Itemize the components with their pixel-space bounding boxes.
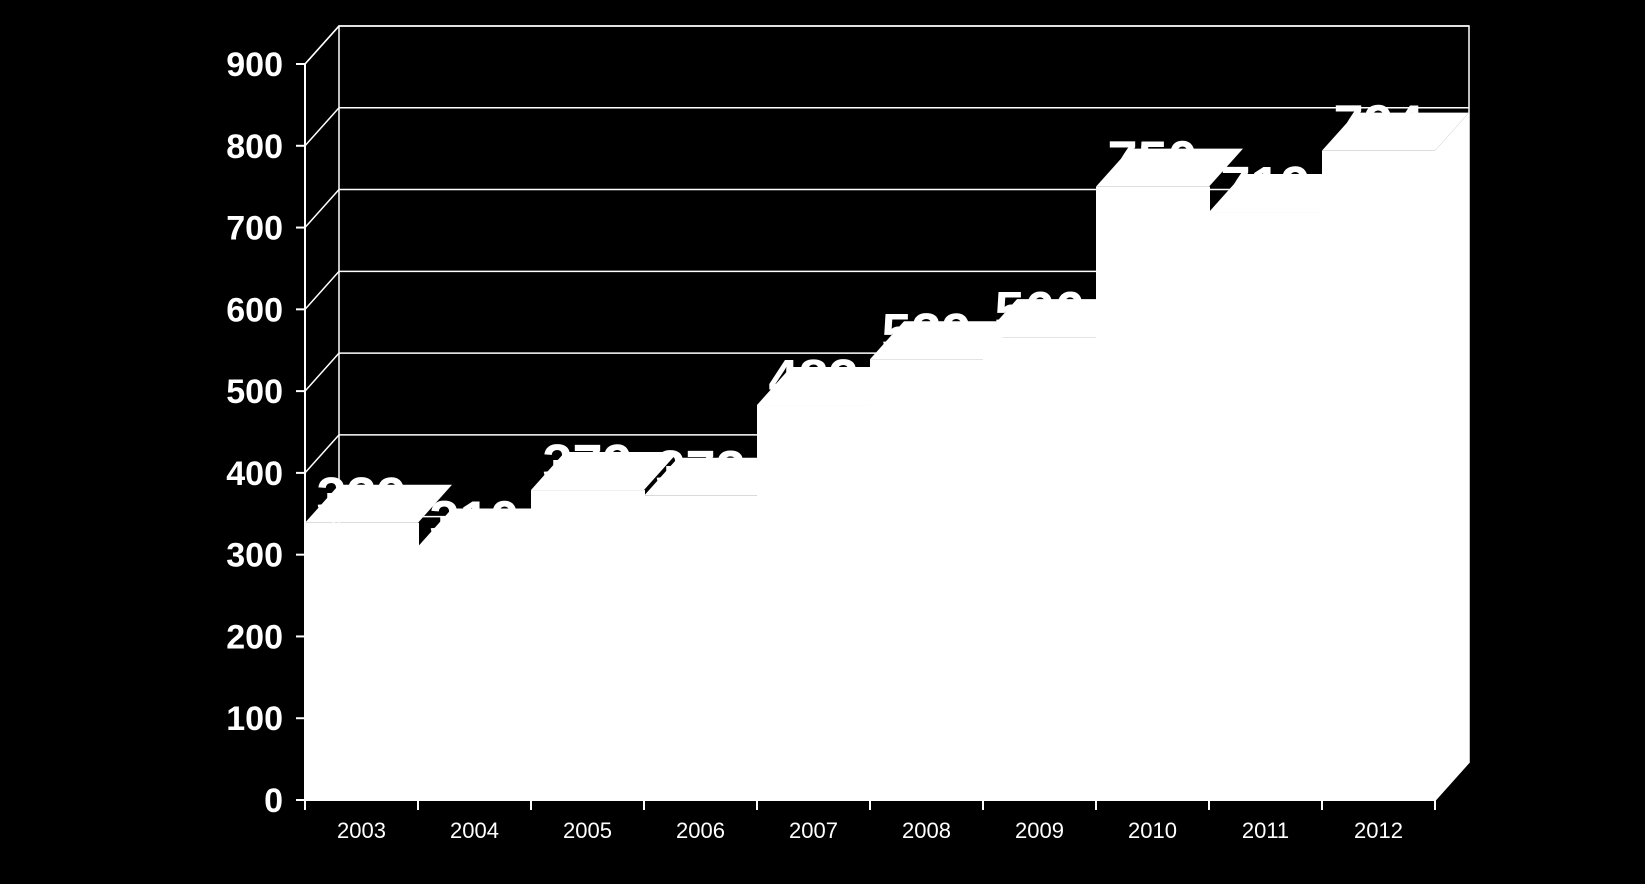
bar-top-2007 [757,367,904,406]
data-label: 339 [316,467,406,527]
y-tick-label: 500 [226,373,283,411]
side-gridline [304,352,340,392]
y-axis-top-depth [304,25,340,65]
bar-2006 [644,495,758,800]
data-label: 750 [1107,131,1197,191]
x-axis-depth-line [1434,761,1470,801]
x-tick-label: 2004 [450,818,499,843]
y-tick-label: 0 [264,782,283,820]
bar-2005 [531,490,645,800]
data-label: 483 [768,349,858,409]
data-label: 719 [1220,156,1310,216]
bar-2012 [1322,150,1436,800]
y-tick-label: 700 [226,210,283,248]
data-label: 794 [1333,95,1423,155]
y-axis-ticks: 0 100 200 300 400 500 600 700 800 900 [226,46,283,820]
x-tick-label: 2003 [337,818,386,843]
bar-2003 [305,522,419,800]
bar-2008 [870,359,984,800]
x-tick-label: 2006 [676,818,725,843]
data-area [305,112,1469,801]
data-label: 310 [429,490,519,550]
x-axis-ticks: 2003 2004 2005 2006 2007 2008 2009 2010 2011 2012 [337,818,1403,843]
y-tick-label: 600 [226,291,283,329]
bar-top-2003 [305,484,452,523]
data-label: 539 [881,303,971,363]
side-gridline [304,107,340,147]
bar-top-2012 [1322,112,1469,151]
bar-top-2010 [1096,148,1243,187]
side-gridline [304,189,340,229]
bar-2007 [757,405,871,800]
bar-2010 [1096,186,1210,800]
x-tick-label: 2011 [1242,818,1289,843]
y-tick-label: 900 [226,46,283,84]
side-gridline [304,270,340,310]
x-tick-label: 2012 [1354,818,1403,843]
data-label: 379 [542,434,632,494]
bar-2004 [418,546,532,800]
data-label: 372 [655,440,745,500]
bar-top-2004 [418,508,565,547]
x-tick-label: 2007 [789,818,838,843]
x-tick-label: 2005 [563,818,612,843]
y-tick-label: 800 [226,128,283,166]
bar-2009 [983,337,1097,800]
bar-side-face [1435,112,1469,800]
side-gridline [304,434,340,474]
bar-top-2005 [531,452,678,491]
y-tick-label: 200 [226,618,283,656]
axes [296,25,1470,810]
x-tick-label: 2009 [1015,818,1064,843]
y-tick-label: 400 [226,455,283,493]
bar-top-2009 [983,299,1130,338]
y-tick-label: 100 [226,700,283,738]
bar-top-2011 [1209,174,1356,213]
x-tick-label: 2010 [1128,818,1177,843]
bar-2011 [1209,212,1323,801]
data-labels: 339 310 379 372 483 539 566 750 719 794 [316,95,1423,551]
y-tick-label: 300 [226,537,283,575]
data-label: 566 [994,281,1084,341]
x-tick-label: 2008 [902,818,951,843]
bar-top-2008 [870,321,1017,360]
bar-top-2006 [644,457,791,496]
